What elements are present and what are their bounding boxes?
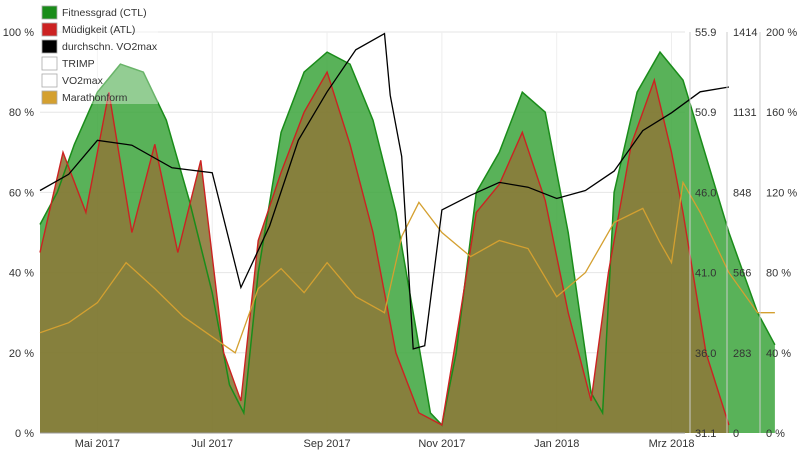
tick-label: 60 % [9, 187, 34, 199]
tick-label: 848 [733, 187, 751, 199]
tick-label: 566 [733, 268, 751, 280]
legend-item-label[interactable]: TRIMP [62, 58, 95, 70]
tick-label: 40 % [9, 268, 34, 280]
legend-item-label[interactable]: Marathonform [62, 92, 128, 104]
atl-line [39, 70, 730, 427]
tick-label: 0 [733, 428, 739, 440]
marathonform-line [39, 180, 775, 354]
x-tick-label: Mrz 2018 [649, 438, 695, 450]
tick-label: 50.9 [695, 107, 716, 119]
tick-label: 0 % [15, 428, 34, 440]
tick-label: 55.9 [695, 27, 716, 39]
tick-label: 1414 [733, 27, 757, 39]
tick-label: 160 % [766, 107, 797, 119]
tick-label: 0 % [766, 428, 785, 440]
x-tick-label: Sep 2017 [303, 438, 350, 450]
legend-item-label[interactable]: Müdigkeit (ATL) [62, 24, 135, 36]
vo2max-avg-line [39, 32, 730, 350]
y-axis-trimp: 0 283 566 848 1131 1414 [733, 27, 757, 440]
atl-area [40, 72, 729, 433]
legend-swatch[interactable] [41, 90, 58, 105]
tick-label: 1131 [733, 107, 757, 119]
series-lines [39, 32, 776, 427]
legend-swatch[interactable] [41, 73, 58, 88]
x-tick-label: Mai 2017 [75, 438, 120, 450]
tick-label: 31.1 [695, 428, 716, 440]
legend-swatch[interactable] [41, 39, 58, 54]
tick-label: 100 % [3, 27, 34, 39]
tick-label: 46.0 [695, 187, 716, 199]
legend-swatch[interactable] [41, 22, 58, 37]
legend-item-label[interactable]: durchschn. VO2max [62, 41, 158, 53]
legend[interactable]: Fitnessgrad (CTL) Müdigkeit (ATL) durchsch… [40, 4, 158, 105]
tick-label: 80 % [766, 268, 791, 280]
legend-item-label[interactable]: Fitnessgrad (CTL) [62, 7, 147, 19]
tick-label: 20 % [9, 348, 34, 360]
x-tick-label: Jan 2018 [534, 438, 579, 450]
tick-label: 41.0 [695, 268, 716, 280]
legend-swatch[interactable] [41, 5, 58, 20]
ctl-line [39, 50, 776, 427]
tick-label: 120 % [766, 187, 797, 199]
y-axis-right: 0 % 40 % 80 % 120 % 160 % 200 % [689, 27, 797, 440]
tick-label: 36.0 [695, 348, 716, 360]
tick-label: 200 % [766, 27, 797, 39]
tick-label: 80 % [9, 107, 34, 119]
y-axis-vo2max: 31.1 36.0 41.0 46.0 50.9 55.9 [695, 27, 716, 440]
legend-background [40, 4, 158, 104]
tick-label: 283 [733, 348, 751, 360]
y-axis-left: 0 % 20 % 40 % 60 % 80 % 100 % [3, 27, 34, 440]
x-axis: Mai 2017 Jul 2017 Sep 2017 Nov 2017 Jan 2018… [40, 432, 695, 450]
legend-swatch[interactable] [41, 56, 58, 71]
series-areas [40, 52, 775, 433]
x-tick-label: Jul 2017 [191, 438, 233, 450]
x-tick-label: Nov 2017 [418, 438, 465, 450]
legend-item-label[interactable]: VO2max [62, 75, 104, 87]
tick-label: 40 % [766, 348, 791, 360]
